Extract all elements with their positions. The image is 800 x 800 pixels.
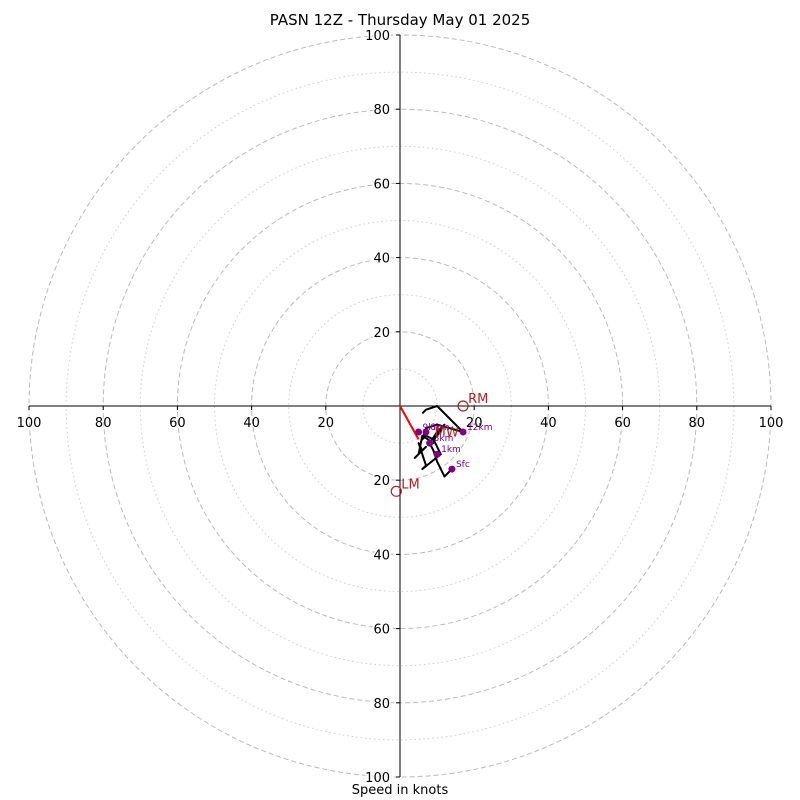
storm-motion-label: LM [401,477,419,492]
chart-title: PASN 12Z - Thursday May 01 2025 [269,11,531,29]
height-marker-point [433,450,441,458]
tick-labels: 20 20 20 20 40 40 40 40 60 60 60 60 80 80 80 80 100 100 10… [17,28,784,788]
x-tick-label: 80 [689,416,706,431]
x-tick-label: 100 [17,416,42,431]
y-tick-label: 80 [373,103,390,118]
x-tick-label: 100 [759,416,784,431]
y-tick-label: 40 [373,252,390,267]
y-tick-label: 100 [365,771,390,786]
y-tick-label: 20 [373,326,390,341]
x-tick-label: 20 [466,416,483,431]
height-marker-point [426,439,434,447]
y-tick-label: 60 [373,177,390,192]
x-tick-label: 60 [614,416,631,431]
x-tick-label: 40 [540,416,557,431]
height-marker-label: 6km [430,423,450,433]
height-marker-label: 12km [467,423,492,433]
height-marker-point [422,428,430,436]
y-tick-label: 100 [365,29,390,44]
y-tick-label: 20 [373,474,390,489]
height-marker-label: 1km [441,445,461,455]
storm-motion-label: RM [468,392,488,407]
height-marker-label: 3km [434,434,454,444]
x-tick-label: 20 [318,416,335,431]
height-marker-label: 9km [423,423,443,433]
shear-vector [399,405,420,440]
y-tick-label: 60 [373,623,390,638]
storm-motion-marker [457,400,469,412]
y-tick-label: 80 [373,697,390,712]
x-axis-label: Speed in knots [351,783,449,798]
storm-motion-marker [390,485,402,497]
x-tick-label: 80 [95,416,112,431]
height-marker-point [448,465,456,473]
storm-motion-label: MW [435,425,459,440]
x-tick-label: 60 [169,416,186,431]
y-tick-label: 40 [373,548,390,563]
storm-motion: RM LM MW [390,392,488,497]
height-marker-label: Sfc [456,460,470,470]
height-marker-point [415,428,423,436]
x-tick-label: 40 [243,416,260,431]
height-marker-point [459,428,467,436]
